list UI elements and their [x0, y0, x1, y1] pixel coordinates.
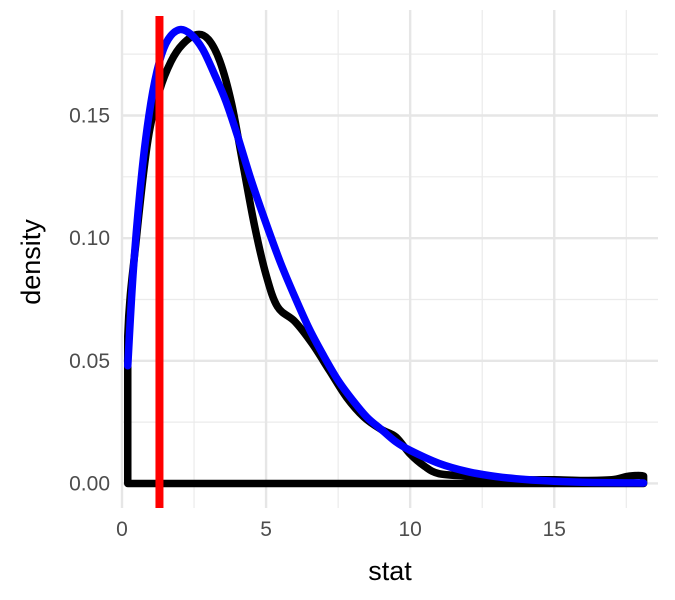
tick-labels: 0 5 10 15 0.00 0.05 0.10 0.15	[69, 104, 566, 541]
series-layer	[124, 25, 648, 488]
x-tick-label: 15	[543, 518, 566, 541]
y-tick-label: 0.05	[69, 350, 110, 373]
x-tick-label: 10	[398, 518, 421, 541]
y-axis-title: density	[16, 219, 46, 305]
y-tick-label: 0.00	[69, 472, 110, 495]
observed-density-curve	[124, 30, 648, 488]
theoretical-density-curve	[124, 25, 648, 487]
x-tick-label: 5	[260, 518, 272, 541]
y-tick-label: 0.10	[69, 227, 110, 250]
grid	[120, 10, 658, 508]
y-tick-label: 0.15	[69, 104, 110, 127]
x-axis-title: stat	[368, 556, 412, 586]
x-tick-label: 0	[116, 518, 128, 541]
